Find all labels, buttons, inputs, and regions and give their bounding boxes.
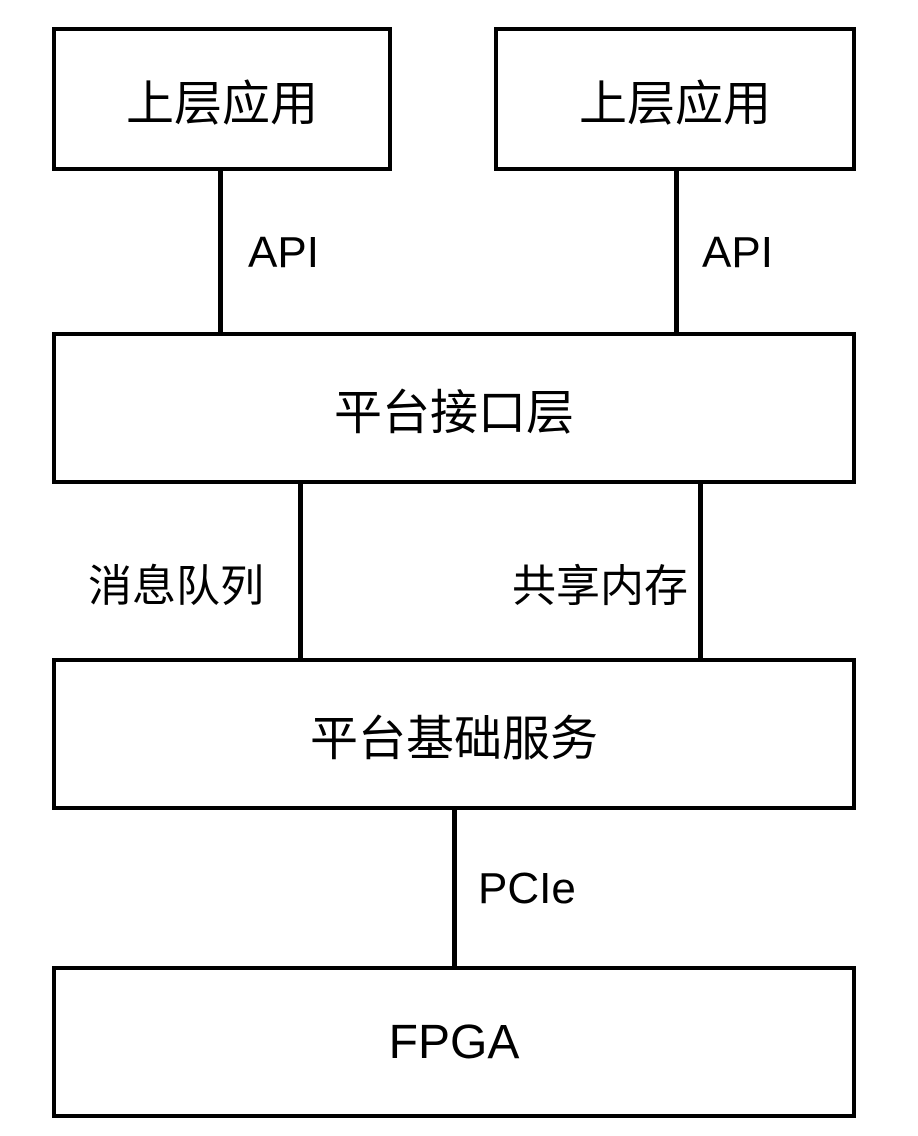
node-label: 上层应用	[126, 64, 318, 134]
edge-label-api-right: API	[702, 228, 773, 278]
edge-line	[452, 810, 457, 966]
node-platform-base: 平台基础服务	[52, 658, 856, 810]
node-app-left: 上层应用	[52, 27, 392, 171]
edge-label-api-left: API	[248, 228, 319, 278]
edge-label-msgqueue: 消息队列	[88, 550, 264, 614]
edge-line	[218, 171, 223, 332]
edge-line	[674, 171, 679, 332]
edge-line	[698, 484, 703, 658]
node-label: 平台接口层	[334, 373, 574, 443]
node-app-right: 上层应用	[494, 27, 856, 171]
edge-label-sharedmem: 共享内存	[512, 550, 688, 614]
node-label: 上层应用	[579, 64, 771, 134]
edge-label-pcie: PCIe	[478, 864, 576, 914]
node-fpga: FPGA	[52, 966, 856, 1118]
node-platform-interface: 平台接口层	[52, 332, 856, 484]
node-label: 平台基础服务	[310, 699, 598, 769]
edge-line	[298, 484, 303, 658]
node-label: FPGA	[389, 1015, 520, 1070]
